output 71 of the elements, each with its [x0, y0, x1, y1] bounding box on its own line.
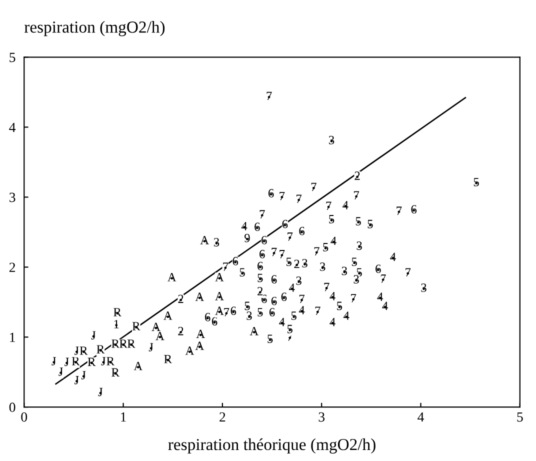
text: R — [164, 354, 172, 364]
text: 5 — [258, 308, 263, 316]
text: 5 — [352, 258, 357, 266]
text: 4 — [330, 292, 336, 300]
text: R — [112, 368, 120, 376]
series-label: 6 — [258, 262, 263, 270]
x-tick-label: 5 — [517, 412, 523, 422]
text: 5 — [258, 274, 263, 282]
text: 5 — [244, 302, 250, 310]
text: 3 — [302, 259, 308, 268]
text: 4 — [330, 318, 336, 326]
text: 6 — [281, 292, 287, 302]
y-tick-label: 1 — [10, 332, 15, 342]
x-tick-label: 1 — [121, 412, 126, 422]
text: R — [127, 340, 136, 348]
text: 6 — [282, 220, 288, 228]
text: 5 — [474, 178, 479, 186]
y-axis-title: respiration (mgO2/h) — [24, 21, 165, 36]
text: 3 — [354, 275, 359, 284]
text: 6 — [262, 236, 267, 244]
text: 4 — [298, 306, 305, 314]
text: 3 — [342, 266, 348, 276]
series-label: R — [112, 340, 120, 348]
text: 5 — [337, 302, 342, 310]
text: A — [185, 346, 194, 355]
series-label: 5 — [329, 215, 334, 224]
y-tick-label: 5 — [10, 52, 16, 62]
text: 6 — [271, 296, 277, 306]
series-label: 4 — [390, 252, 396, 262]
text: 6 — [268, 189, 274, 198]
text: 6 — [376, 264, 381, 274]
y-tick-label: 4 — [9, 122, 16, 132]
series-label: 9 — [244, 234, 250, 242]
series-label: 3 — [320, 262, 326, 271]
text: R — [106, 357, 115, 366]
text: 6 — [230, 306, 236, 316]
x-tick-label: 3 — [318, 412, 325, 422]
text: 3 — [421, 284, 426, 292]
text: 5 — [291, 312, 296, 320]
text: 5 — [356, 217, 361, 226]
text: 5 — [240, 268, 245, 277]
text: 4 — [382, 302, 388, 310]
text: 3 — [356, 242, 362, 250]
text: 6 — [269, 308, 275, 316]
text: 3 — [214, 238, 220, 246]
text: 5 — [287, 324, 293, 334]
x-tick-label: 2 — [220, 412, 226, 422]
text: R — [96, 345, 105, 354]
text: 6 — [271, 275, 277, 284]
y-tick-label: 2 — [9, 262, 16, 272]
text: 6 — [204, 312, 210, 322]
text: 3 — [246, 312, 252, 320]
text: 6 — [299, 226, 305, 236]
text: 6 — [411, 205, 417, 214]
x-tick-label: 4 — [418, 412, 424, 422]
text: 5 — [368, 220, 373, 228]
y-tick-label: 0 — [9, 402, 16, 412]
x-axis-title: respiration théorique (mgO2/h) — [168, 438, 376, 454]
text: R — [119, 340, 128, 348]
text: 3 — [328, 136, 334, 144]
text: 5 — [323, 243, 328, 252]
text: 5 — [268, 334, 273, 344]
y-tick-label: 3 — [10, 192, 16, 202]
x-tick-label: 0 — [21, 412, 28, 422]
text: 5 — [286, 258, 292, 266]
text: 6 — [254, 222, 260, 232]
text: 6 — [232, 256, 238, 266]
text: 4 — [241, 222, 248, 230]
text: 3 — [296, 276, 302, 285]
text: 6 — [260, 250, 265, 258]
text: 6 — [212, 317, 218, 326]
